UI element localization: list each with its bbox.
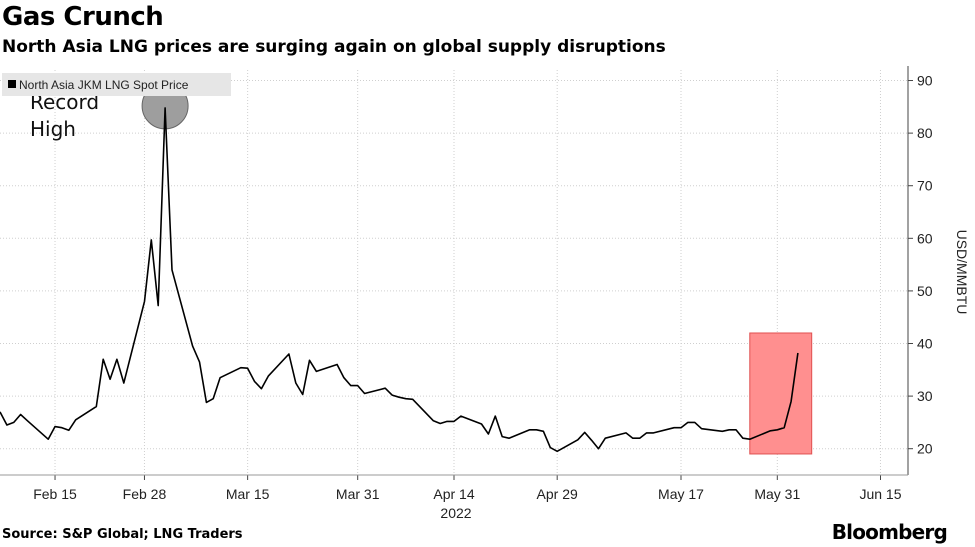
y-tick-label: 70 bbox=[917, 178, 933, 194]
y-tick-label: 60 bbox=[917, 230, 933, 246]
source-note: Source: S&P Global; LNG Traders bbox=[2, 527, 243, 542]
x-tick-label: Apr 29 bbox=[537, 486, 578, 502]
highlight-box bbox=[749, 332, 813, 455]
x-tick-label: Feb 28 bbox=[123, 486, 167, 502]
y-tick-label: 50 bbox=[917, 283, 933, 299]
highlight-layer bbox=[141, 82, 813, 455]
x-tick-label: Mar 31 bbox=[336, 486, 380, 502]
y-tick-label: 80 bbox=[917, 125, 933, 141]
chart-subtitle: North Asia LNG prices are surging again … bbox=[2, 37, 666, 57]
y-axis-label: USD/MMBTU bbox=[954, 230, 970, 315]
legend-swatch bbox=[8, 80, 16, 88]
record-high-label-line: High bbox=[30, 117, 76, 141]
x-tick-label: Mar 15 bbox=[226, 486, 270, 502]
y-tick-label: 30 bbox=[917, 388, 933, 404]
record-high-label: Record High bbox=[30, 90, 99, 141]
y-tick-label: 40 bbox=[917, 336, 933, 352]
y-tick-label: 20 bbox=[917, 441, 933, 457]
x-tick-label: May 31 bbox=[754, 486, 800, 502]
x-year-label: 2022 bbox=[440, 505, 471, 521]
chart-title: Gas Crunch bbox=[2, 2, 164, 32]
legend-label: North Asia JKM LNG Spot Price bbox=[19, 78, 189, 92]
legend: North Asia JKM LNG Spot Price bbox=[2, 73, 231, 96]
x-tick-label: Jun 15 bbox=[859, 486, 901, 502]
y-tick-label: 90 bbox=[917, 73, 933, 89]
x-tick-label: Apr 14 bbox=[433, 486, 474, 502]
x-tick-label: May 17 bbox=[658, 486, 704, 502]
series-layer bbox=[0, 107, 799, 453]
series-line bbox=[0, 107, 799, 453]
x-tick-label: Feb 15 bbox=[33, 486, 77, 502]
legend-background bbox=[2, 73, 231, 96]
brand-logo: Bloomberg bbox=[831, 520, 948, 544]
annotation-layer: Record High bbox=[30, 90, 99, 141]
axes-layer: 20 30 40 50 60 70 80 90 Feb 15 Feb 28 Mar 15 Mar 31… bbox=[0, 66, 970, 521]
